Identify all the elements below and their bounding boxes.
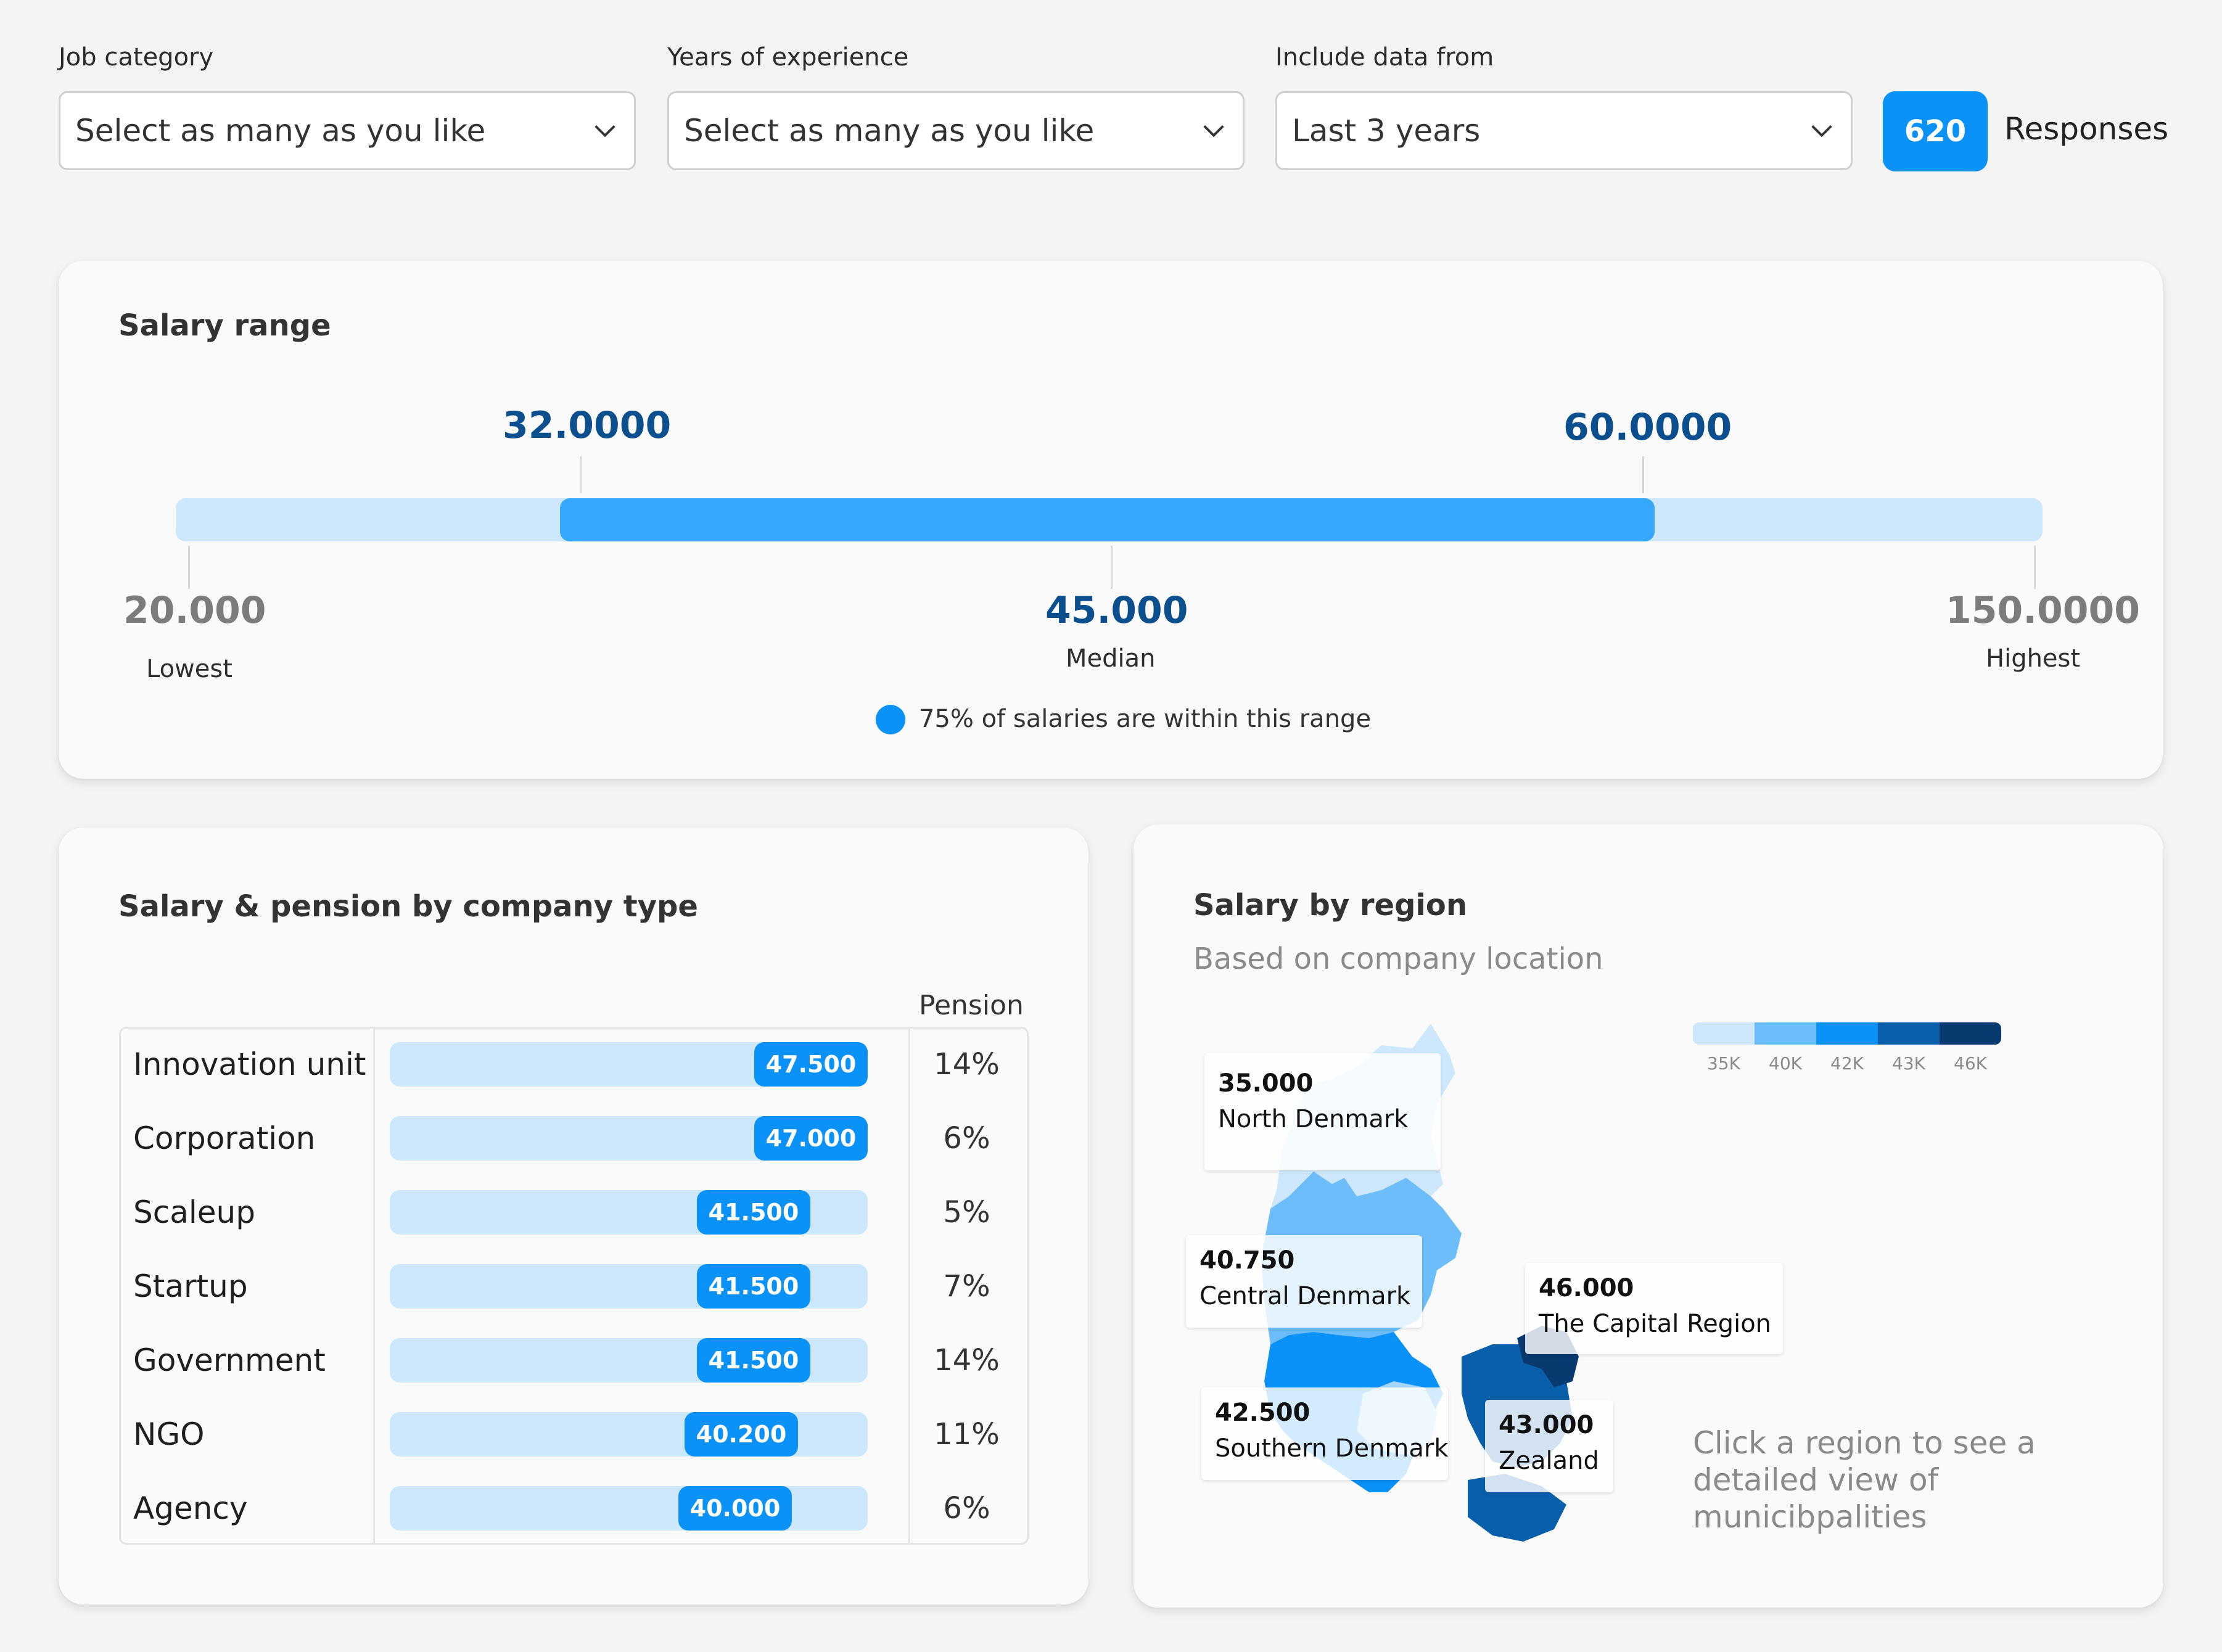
lowest-value: 20.000 (123, 589, 266, 632)
lowest-label: Lowest (146, 655, 232, 683)
region-label-north-denmark[interactable]: 35.000 North Denmark (1204, 1053, 1441, 1170)
salary-badge: 41.500 (697, 1338, 810, 1383)
table-row[interactable]: Scaleup 41.500 5% (0, 1188, 2222, 1237)
experience-label: Years of experience (667, 43, 909, 72)
high-quartile-value: 60.0000 (1563, 406, 1732, 449)
highest-value: 150.0000 (1946, 589, 2141, 632)
pension-value: 6% (943, 1121, 990, 1156)
high-quartile-tick (1642, 456, 1644, 493)
experience-value: Select as many as you like (684, 113, 1095, 149)
salary-badge: 47.000 (754, 1116, 868, 1161)
lowest-tick (188, 546, 190, 589)
table-row[interactable]: Startup 41.500 7% (0, 1262, 2222, 1311)
chevron-down-icon (1203, 125, 1224, 138)
legend-label: 46K (1954, 1053, 1987, 1074)
company-type-name: Innovation unit (133, 1046, 366, 1082)
legend-swatch (1816, 1022, 1878, 1045)
highest-label: Highest (1986, 644, 2081, 673)
highest-tick (2034, 546, 2036, 589)
region-label-capital[interactable]: 46.000 The Capital Region (1525, 1263, 1783, 1354)
low-quartile-tick (580, 456, 582, 493)
median-value: 45.000 (1045, 589, 1188, 632)
region-subtitle: Based on company location (1193, 942, 1603, 976)
salary-range-title: Salary range (118, 308, 331, 343)
data-from-value: Last 3 years (1292, 113, 1481, 149)
salary-badge: 40.200 (685, 1412, 798, 1457)
region-salary: 35.000 (1218, 1069, 1314, 1098)
responses-label: Responses (2004, 111, 2169, 147)
salary-bar-track (390, 1486, 868, 1531)
region-title: Salary by region (1193, 888, 1468, 923)
job-category-label: Job category (59, 43, 214, 72)
table-row[interactable]: Agency 40.000 6% (0, 1484, 2222, 1533)
chevron-down-icon (595, 125, 615, 138)
legend-label: 43K (1892, 1053, 1925, 1074)
region-name: The Capital Region (1539, 1310, 1772, 1338)
legend-swatch (1940, 1022, 2001, 1045)
company-type-name: Corporation (133, 1120, 316, 1156)
legend-swatch (1693, 1022, 1755, 1045)
salary-badge: 41.500 (697, 1190, 810, 1235)
region-salary: 42.500 (1215, 1399, 1311, 1427)
pension-value: 7% (943, 1269, 990, 1304)
region-label-southern-denmark[interactable]: 42.500 Southern Denmark (1201, 1387, 1449, 1480)
legend-label: 40K (1769, 1053, 1802, 1074)
responses-count-badge: 620 (1883, 91, 1988, 171)
range-legend-text: 75% of salaries are within this range (919, 705, 1372, 733)
table-row[interactable]: Innovation unit 47.500 14% (0, 1040, 2222, 1089)
region-hint: Click a region to see a detailed view of… (1693, 1425, 2036, 1535)
region-name: Central Denmark (1199, 1282, 1411, 1310)
region-name: Southern Denmark (1215, 1434, 1449, 1463)
company-type-title: Salary & pension by company type (118, 889, 698, 924)
legend-label: 42K (1830, 1053, 1864, 1074)
job-category-value: Select as many as you like (75, 113, 486, 149)
chevron-down-icon (1811, 125, 1832, 138)
experience-select[interactable]: Select as many as you like (667, 91, 1245, 170)
table-row[interactable]: Government 41.500 14% (0, 1336, 2222, 1385)
job-category-select[interactable]: Select as many as you like (59, 91, 636, 170)
table-divider (373, 1029, 375, 1543)
region-label-central-denmark[interactable]: 40.750 Central Denmark (1186, 1235, 1422, 1328)
company-type-name: Agency (133, 1490, 248, 1526)
median-tick (1111, 546, 1113, 589)
salary-range-bar (560, 498, 1655, 541)
table-row[interactable]: NGO 40.200 11% (0, 1410, 2222, 1459)
region-name: Zealand (1499, 1447, 1599, 1475)
company-type-name: NGO (133, 1416, 205, 1452)
table-row[interactable]: Corporation 47.000 6% (0, 1114, 2222, 1163)
data-from-select[interactable]: Last 3 years (1275, 91, 1853, 170)
data-from-label: Include data from (1275, 43, 1494, 72)
company-table (119, 1027, 1029, 1545)
median-label: Median (1066, 644, 1156, 673)
legend-label: 35K (1707, 1053, 1740, 1074)
pension-header: Pension (919, 990, 1024, 1021)
region-salary: 46.000 (1539, 1274, 1634, 1302)
range-legend-dot (876, 705, 905, 734)
region-name: North Denmark (1218, 1105, 1409, 1133)
salary-badge: 47.500 (754, 1042, 868, 1087)
pension-value: 14% (934, 1047, 1000, 1082)
region-legend: 35K 40K 42K 43K 46K (1693, 1022, 2001, 1084)
pension-value: 11% (934, 1417, 1000, 1452)
company-type-name: Government (133, 1342, 326, 1378)
table-divider (908, 1029, 910, 1543)
region-salary: 40.750 (1199, 1246, 1295, 1275)
pension-value: 5% (943, 1195, 990, 1230)
pension-value: 6% (943, 1491, 990, 1526)
company-type-name: Startup (133, 1268, 248, 1304)
legend-swatch (1878, 1022, 1940, 1045)
salary-badge: 40.000 (678, 1486, 792, 1531)
region-label-zealand[interactable]: 43.000 Zealand (1485, 1400, 1613, 1492)
region-salary: 43.000 (1499, 1411, 1594, 1439)
salary-badge: 41.500 (697, 1264, 810, 1309)
company-type-name: Scaleup (133, 1194, 255, 1230)
low-quartile-value: 32.0000 (503, 404, 672, 447)
pension-value: 14% (934, 1343, 1000, 1378)
legend-swatch (1755, 1022, 1816, 1045)
